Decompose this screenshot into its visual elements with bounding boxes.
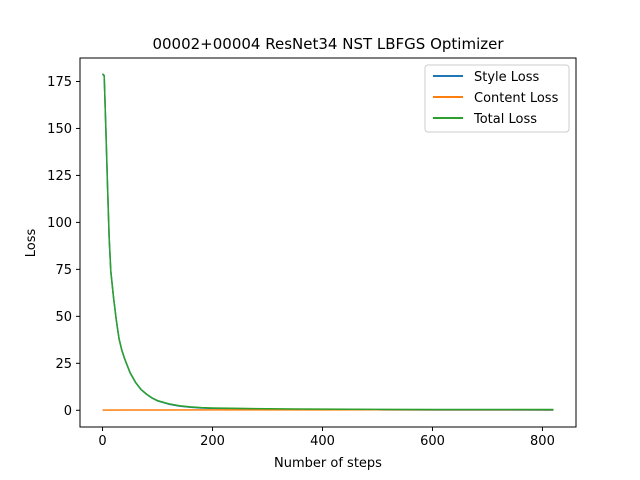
legend-label: Total Loss <box>473 112 537 127</box>
y-tick-label: 0 <box>64 404 72 419</box>
x-tick-label: 200 <box>200 434 225 449</box>
y-tick-label: 175 <box>47 75 72 90</box>
x-tick-label: 600 <box>420 434 445 449</box>
x-tick-label: 400 <box>310 434 335 449</box>
plot-frame <box>79 57 577 428</box>
y-tick-label: 75 <box>55 263 72 278</box>
y-axis-label: Loss <box>24 229 39 258</box>
legend-label: Style Loss <box>474 70 540 85</box>
y-tick-label: 125 <box>47 169 72 184</box>
y-tick-label: 150 <box>47 122 72 137</box>
y-tick-label: 100 <box>47 216 72 231</box>
legend-label: Content Loss <box>474 91 559 106</box>
y-axis: 0 25 50 75 100 125 150 175 <box>47 75 80 419</box>
series-line-total-loss <box>101 73 554 411</box>
x-tick-label: 0 <box>98 434 106 449</box>
chart-title: 00002+00004 ResNet34 NST LBFGS Optimizer <box>152 35 504 53</box>
legend-frame <box>424 64 570 133</box>
plot-area <box>101 73 554 411</box>
x-axis-label: Number of steps <box>274 456 382 471</box>
x-tick-label: 800 <box>530 434 555 449</box>
y-tick-label: 25 <box>55 357 72 372</box>
legend: Style Loss Content Loss Total Loss <box>424 64 570 133</box>
x-axis: 0 200 400 600 800 <box>98 427 555 449</box>
y-tick-label: 50 <box>55 310 72 325</box>
